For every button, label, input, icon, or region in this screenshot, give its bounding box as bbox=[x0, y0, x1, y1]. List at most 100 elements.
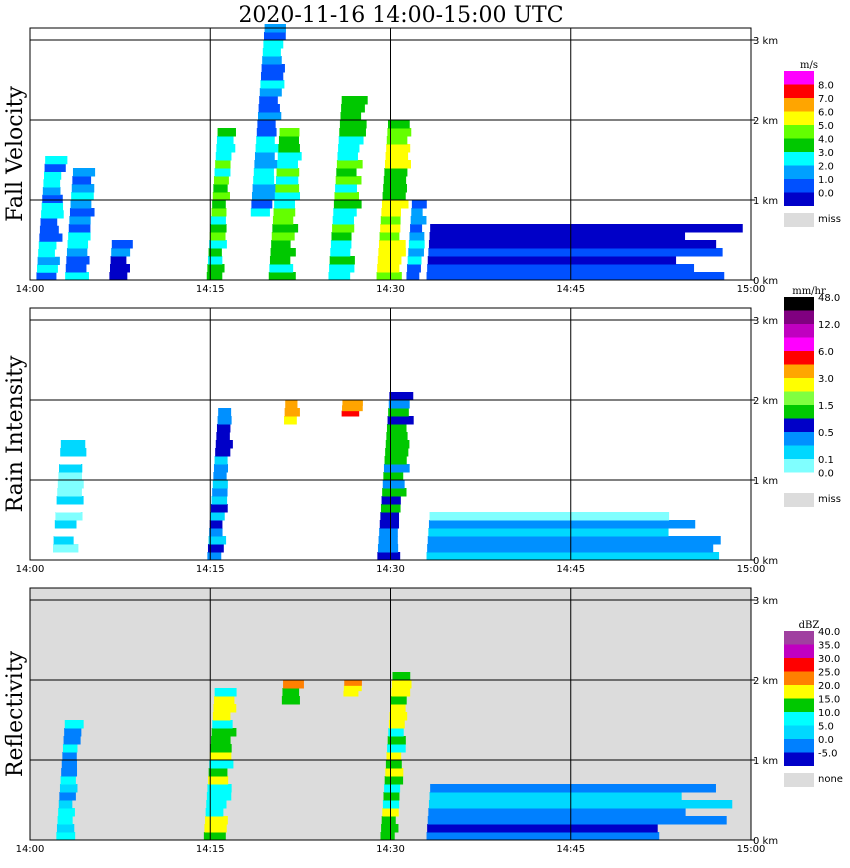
echo-pixel bbox=[330, 248, 351, 257]
echo-pixel bbox=[260, 72, 284, 81]
colorbar-label: 25.0 bbox=[818, 668, 840, 679]
echo-pixel bbox=[285, 400, 298, 409]
x-tick-label: 14:15 bbox=[196, 284, 225, 295]
echo-pixel bbox=[385, 760, 402, 769]
colorbar-label: 0.1 bbox=[818, 455, 834, 466]
echo-pixel bbox=[390, 696, 407, 705]
echo-pixel bbox=[214, 688, 237, 697]
echo-cell bbox=[268, 128, 302, 281]
colorbar-label: 5.0 bbox=[818, 722, 834, 733]
echo-pixel bbox=[209, 520, 223, 529]
echo-pixel bbox=[430, 784, 716, 793]
echo-pixel bbox=[428, 800, 733, 809]
colorbar-label: 6.0 bbox=[818, 108, 834, 119]
colorbar-label: 1.0 bbox=[818, 175, 834, 186]
colorbar-label: 1.5 bbox=[818, 401, 834, 412]
echo-pixel bbox=[256, 128, 277, 137]
echo-pixel bbox=[55, 512, 83, 521]
echo-pixel bbox=[43, 171, 62, 180]
colorbar-label: 15.0 bbox=[818, 695, 840, 706]
echo-pixel bbox=[53, 544, 79, 553]
echo-pixel bbox=[72, 176, 92, 185]
echo-pixel bbox=[384, 160, 411, 169]
echo-pixel bbox=[210, 744, 232, 753]
colorbar-label: 10.0 bbox=[818, 708, 840, 719]
echo-pixel bbox=[387, 744, 406, 753]
echo-pixel bbox=[382, 480, 405, 489]
y-tick-label: 3 km bbox=[753, 316, 778, 327]
echo-pixel bbox=[257, 112, 282, 121]
colorbar: mm/hr 0.0 0.1 0.5 1.5 3.0 6.0 12.0 48.0 miss bbox=[784, 286, 841, 507]
echo-pixel bbox=[216, 432, 230, 441]
echo-pixel bbox=[56, 504, 81, 513]
echo-pixel bbox=[382, 192, 406, 201]
echo-pixel bbox=[213, 472, 227, 481]
echo-pixel bbox=[54, 528, 75, 537]
echo-pixel bbox=[59, 456, 82, 465]
echo-cell bbox=[426, 784, 733, 841]
echo-pixel bbox=[407, 264, 421, 273]
echo-pixel bbox=[378, 240, 406, 249]
echo-pixel bbox=[377, 552, 401, 561]
echo-pixel bbox=[44, 163, 66, 172]
echo-pixel bbox=[411, 208, 423, 217]
colorbar: m/s 0.0 1.0 2.0 3.0 4.0 5.0 6.0 7.0 8.0 miss bbox=[784, 60, 841, 227]
echo-pixel bbox=[279, 128, 300, 137]
echo-pixel bbox=[382, 488, 407, 497]
echo-pixel bbox=[64, 728, 82, 737]
echo-pixel bbox=[389, 712, 408, 721]
colorbar: dBZ -5.0 0.0 5.0 10.0 15.0 20.0 25.0 30.0 35.0 40.… bbox=[784, 620, 843, 787]
echo-pixel bbox=[332, 224, 355, 233]
echo-pixel bbox=[213, 176, 229, 185]
colorbar-swatch bbox=[784, 297, 814, 311]
echo-pixel bbox=[272, 224, 299, 233]
echo-pixel bbox=[216, 136, 234, 145]
colorbar-label: 8.0 bbox=[818, 81, 834, 92]
echo-pixel bbox=[429, 512, 670, 521]
y-axis-label: Reflectivity bbox=[3, 650, 28, 777]
colorbar-swatch bbox=[784, 405, 814, 419]
colorbar-swatch bbox=[784, 725, 814, 739]
echo-pixel bbox=[391, 688, 411, 697]
echo-pixel bbox=[206, 272, 223, 281]
echo-pixel bbox=[259, 88, 282, 97]
echo-pixel bbox=[339, 120, 367, 129]
echo-pixel bbox=[377, 256, 402, 265]
echo-pixel bbox=[330, 240, 352, 249]
echo-pixel bbox=[427, 824, 658, 833]
echo-pixel bbox=[383, 472, 404, 481]
colorbar-unit: m/s bbox=[800, 60, 818, 71]
echo-pixel bbox=[383, 464, 410, 473]
colorbar-swatch bbox=[784, 192, 814, 206]
echo-pixel bbox=[337, 152, 358, 161]
echo-pixel bbox=[272, 216, 294, 225]
echo-pixel bbox=[71, 184, 95, 193]
y-tick-label: 2 km bbox=[753, 676, 778, 687]
echo-pixel bbox=[205, 808, 224, 817]
echo-pixel bbox=[207, 544, 224, 553]
echo-pixel bbox=[253, 168, 274, 177]
echo-pixel bbox=[335, 176, 362, 185]
colorbar-swatch bbox=[784, 310, 814, 324]
echo-pixel bbox=[278, 136, 299, 145]
echo-pixel bbox=[387, 736, 406, 745]
echo-pixel bbox=[250, 208, 270, 217]
echo-pixel bbox=[381, 200, 409, 209]
echo-pixel bbox=[427, 544, 714, 553]
echo-pixel bbox=[62, 752, 77, 761]
y-tick-label: 1 km bbox=[753, 476, 778, 487]
echo-pixel bbox=[215, 440, 233, 449]
echo-pixel bbox=[256, 136, 275, 145]
echo-pixel bbox=[251, 192, 276, 201]
echo-pixel bbox=[65, 272, 89, 281]
colorbar-label: -5.0 bbox=[818, 749, 838, 760]
echo-pixel bbox=[215, 160, 231, 169]
echo-cell bbox=[343, 680, 362, 697]
echo-pixel bbox=[377, 264, 400, 273]
y-tick-label: 0 km bbox=[753, 556, 778, 567]
echo-pixel bbox=[343, 685, 362, 692]
echo-pixel bbox=[386, 144, 411, 153]
echo-pixel bbox=[61, 760, 78, 769]
echo-pixel bbox=[211, 736, 231, 745]
echo-pixel bbox=[214, 456, 228, 465]
